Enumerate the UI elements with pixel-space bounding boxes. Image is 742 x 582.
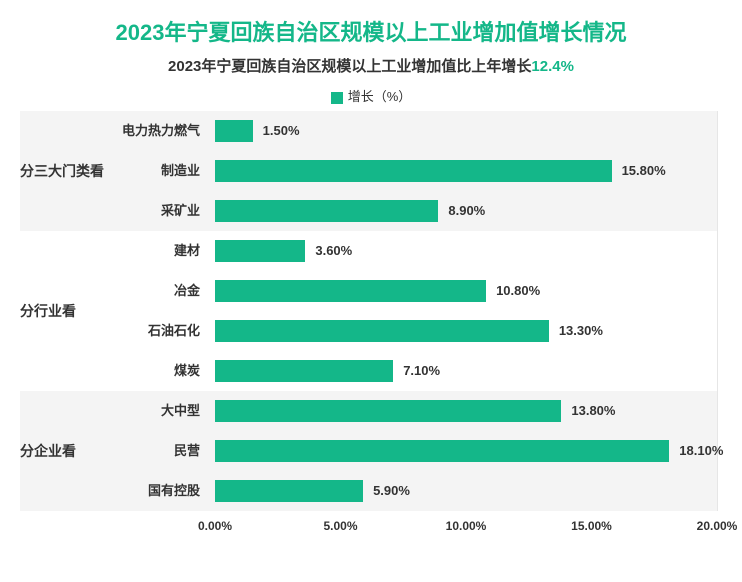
category-label: 煤炭 [110, 351, 210, 391]
legend: 增长（%） [0, 76, 742, 111]
bar-value-label: 8.90% [438, 200, 485, 222]
category-label: 民营 [110, 431, 210, 471]
bar-value-label: 15.80% [612, 160, 666, 182]
category-label: 大中型 [110, 391, 210, 431]
bar-value-label: 1.50% [253, 120, 300, 142]
category-label: 采矿业 [110, 191, 210, 231]
chart-area: 0.00%5.00%10.00%15.00%20.00%分三大门类看电力热力燃气… [20, 111, 717, 541]
subtitle-highlight: 12.4% [531, 58, 574, 75]
x-axis-tick: 15.00% [571, 519, 612, 533]
bar [215, 360, 393, 382]
bar-value-label: 7.10% [393, 360, 440, 382]
x-axis-tick: 10.00% [446, 519, 487, 533]
bar-value-label: 5.90% [363, 480, 410, 502]
legend-marker [331, 92, 343, 104]
bar [215, 240, 305, 262]
bar [215, 200, 438, 222]
bar-value-label: 10.80% [486, 280, 540, 302]
chart-subtitle: 2023年宁夏回族自治区规模以上工业增加值比上年增长12.4% [0, 47, 742, 76]
subtitle-prefix: 2023年宁夏回族自治区规模以上工业增加值比上年增长 [168, 58, 531, 75]
legend-label: 增长（%） [348, 89, 412, 104]
category-label: 制造业 [110, 151, 210, 191]
bar [215, 320, 549, 342]
x-axis-tick: 0.00% [198, 519, 232, 533]
bar [215, 160, 612, 182]
bar-value-label: 13.80% [561, 400, 615, 422]
chart-title: 2023年宁夏回族自治区规模以上工业增加值增长情况 [0, 0, 742, 47]
bar-value-label: 18.10% [669, 440, 723, 462]
bar [215, 440, 669, 462]
bar [215, 120, 253, 142]
bar-value-label: 13.30% [549, 320, 603, 342]
bar [215, 480, 363, 502]
category-label: 电力热力燃气 [110, 111, 210, 151]
category-label: 石油石化 [110, 311, 210, 351]
category-label: 建材 [110, 231, 210, 271]
bar [215, 280, 486, 302]
x-axis-tick: 20.00% [697, 519, 738, 533]
bar [215, 400, 561, 422]
group-label: 分行业看 [20, 231, 110, 391]
group-label: 分三大门类看 [20, 111, 110, 231]
category-label: 国有控股 [110, 471, 210, 511]
x-axis-tick: 5.00% [323, 519, 357, 533]
bar-value-label: 3.60% [305, 240, 352, 262]
group-label: 分企业看 [20, 391, 110, 511]
category-label: 冶金 [110, 271, 210, 311]
